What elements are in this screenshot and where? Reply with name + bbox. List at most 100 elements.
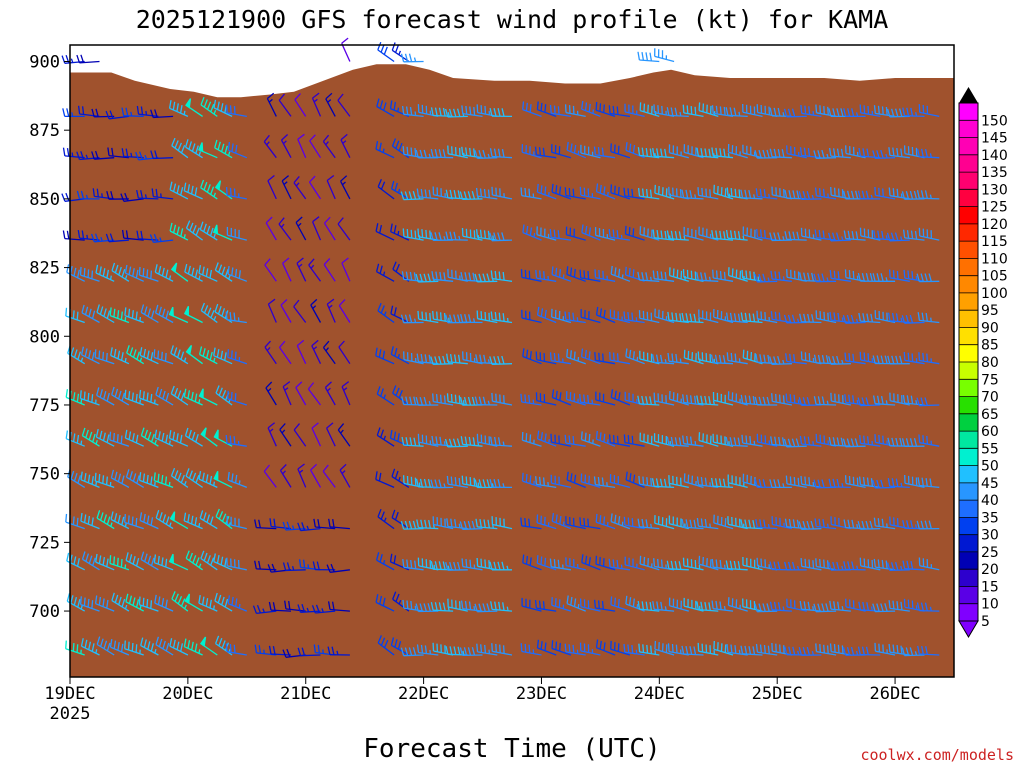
wind-barb [696,601,719,612]
barb-flag [700,518,704,527]
barb-flag [401,271,405,280]
barb-flag [394,182,398,192]
barb-flag [610,596,613,605]
barb-flag [233,644,236,654]
barb-flag [164,352,167,362]
barb-flag [438,561,442,570]
wind-barb [138,596,159,612]
barb-flag [113,640,117,649]
barb-flag [756,228,759,238]
barb-half-flag [263,649,265,654]
barb-flag [254,644,258,653]
barb-flag [557,353,560,362]
barb-half-flag [282,470,286,475]
barb-flag [467,520,472,530]
barb-flag [111,386,115,395]
barb-flag [150,393,153,403]
barb-staff [860,404,881,407]
wind-barb [755,188,778,200]
barb-flag [698,102,701,111]
barb-flag [281,175,290,182]
wind-barb [431,271,454,282]
barb-flag [375,223,379,232]
wind-barb [593,476,616,489]
barb-flag [429,312,432,322]
barb-flag [209,599,212,609]
barb-flag [617,145,620,155]
barb-flag [832,108,836,117]
barb-half-flag [213,605,215,610]
wind-barb [536,514,557,530]
barb-half-flag [213,481,216,486]
barb-staff [889,651,910,656]
barb-staff [139,354,159,365]
barb-staff [491,155,513,159]
barb-flag [486,603,490,612]
wind-barb [416,644,439,656]
barb-flag [685,519,689,528]
barb-half-flag [95,649,98,654]
barb-flag [536,430,540,439]
barb-flag [113,308,116,318]
barb-flag [928,273,932,282]
barb-flag [72,392,76,401]
barb-flag [146,515,150,524]
barb-flag [376,427,381,436]
barb-staff [904,321,925,324]
barb-flag [95,428,99,438]
barb-flag [587,395,590,404]
wind-barb [199,510,218,530]
barb-flag [378,349,382,358]
barb-staff [889,277,910,282]
wind-barb [654,640,675,656]
wind-barb [391,42,410,63]
wind-barb [652,601,675,612]
barb-flag [652,147,655,157]
barb-flag [708,602,711,611]
barb-flag [656,148,659,157]
barb-flag [297,604,302,613]
barb-flag [209,475,213,485]
barb-flag [91,643,95,652]
barb-flag [877,105,880,115]
barb-flag [612,435,615,444]
wind-barb [667,352,689,365]
wind-barb [887,477,910,489]
barb-half-flag [753,194,756,199]
credit-link[interactable]: coolwx.com/models [860,746,1014,764]
barb-flag [473,148,476,157]
barb-flag [758,603,762,612]
wind-barb [376,98,395,117]
barb-flag [310,298,318,306]
barb-staff [96,517,115,530]
wind-barb [754,149,778,159]
barb-flag [398,142,403,152]
wind-barb [725,560,748,571]
barb-flag [400,521,405,530]
colorbar-swatch [959,517,978,536]
barb-flag [814,229,817,238]
barb-half-flag [168,275,172,280]
barb-flag [394,44,400,53]
wind-barb [637,395,660,406]
barb-flag [584,225,588,235]
barb-flag [293,423,300,431]
barb-flag [678,437,682,446]
wind-barb [683,349,704,365]
barb-flag [77,475,82,484]
barb-flag [888,187,891,196]
wind-barb [92,188,115,200]
barb-staff [742,526,763,530]
barb-flag [641,272,645,281]
barb-flag [171,591,176,600]
barb-flag [896,601,899,610]
barb-staff [801,154,822,159]
barb-staff [264,264,277,282]
barb-flag [660,559,663,568]
barb-staff [140,559,159,571]
barb-flag [796,231,800,240]
barb-flag [471,647,476,656]
wind-barb [79,266,100,282]
wind-barb [610,143,631,159]
barb-flag [413,396,417,405]
